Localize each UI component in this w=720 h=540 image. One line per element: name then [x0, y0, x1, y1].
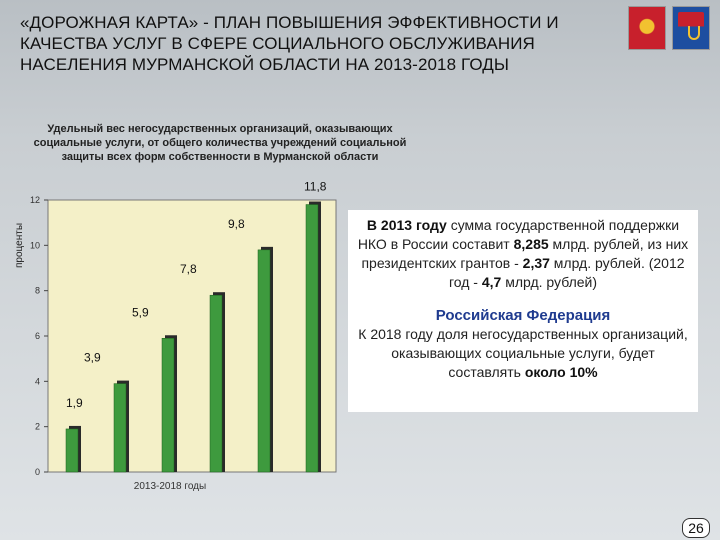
y-axis-label: проценты — [14, 222, 25, 268]
bar — [305, 204, 319, 473]
y-tick-label: 4 — [35, 376, 40, 386]
bar — [161, 338, 175, 473]
info-paragraph-forecast: К 2018 году доля негосударственных орган… — [358, 326, 688, 380]
bar-value-label: 5,9 — [132, 305, 149, 319]
y-tick-label: 12 — [30, 195, 40, 205]
x-axis-label: 2013-2018 годы — [134, 481, 206, 492]
bar-value-label: 1,9 — [66, 396, 83, 410]
coat-of-arms-russia-icon — [628, 6, 666, 50]
info-paragraph-funding: В 2013 году сумма государственной поддер… — [357, 217, 689, 290]
y-tick-label: 10 — [30, 240, 40, 250]
bar — [257, 249, 271, 473]
bar-value-label: 3,9 — [84, 351, 101, 365]
bar-value-label: 7,8 — [180, 262, 197, 276]
bar — [113, 383, 127, 473]
bar-value-label: 11,8 — [304, 180, 327, 194]
y-tick-label: 2 — [35, 422, 40, 432]
russian-federation-heading: Российская Федерация — [435, 307, 611, 324]
bar-value-label: 9,8 — [228, 217, 245, 231]
bar — [209, 294, 223, 473]
page-number: 26 — [682, 518, 710, 538]
chart-title: Удельный вес негосударственных организац… — [33, 123, 407, 163]
y-tick-label: 0 — [35, 467, 40, 477]
plot-area — [47, 199, 337, 473]
y-tick-label: 6 — [35, 331, 40, 341]
bar — [65, 428, 79, 473]
y-tick-label: 8 — [35, 286, 40, 296]
info-panel: В 2013 году сумма государственной поддер… — [348, 210, 698, 412]
coat-of-arms-murmansk-icon — [672, 6, 710, 50]
page-title: «ДОРОЖНАЯ КАРТА» - ПЛАН ПОВЫШЕНИЯ ЭФФЕКТ… — [20, 13, 559, 74]
